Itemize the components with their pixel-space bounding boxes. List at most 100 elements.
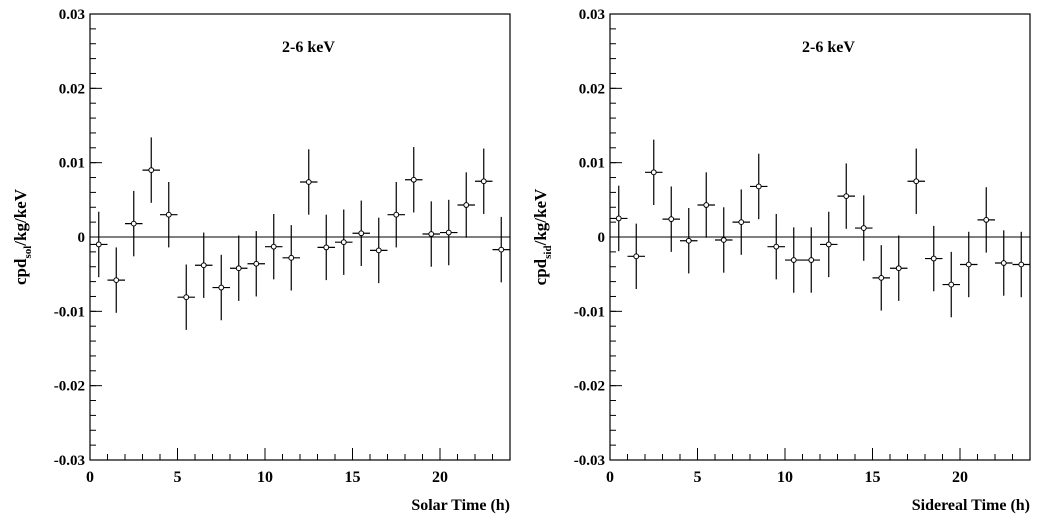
data-marker bbox=[668, 216, 675, 223]
x-tick-label: 15 bbox=[345, 469, 361, 486]
y-axis-label: cpdsol/kg/keV bbox=[11, 188, 34, 285]
x-tick-label: 0 bbox=[606, 469, 614, 486]
y-tick-label: 0.01 bbox=[59, 156, 85, 172]
data-marker bbox=[113, 277, 120, 284]
x-tick-label: 10 bbox=[257, 469, 273, 486]
data-point bbox=[300, 149, 318, 215]
y-tick-label: 0.02 bbox=[59, 81, 85, 97]
sidereal-time-panel: 2-6 keV Sidereal Time (h) cpdsid/kg/keV … bbox=[531, 7, 1031, 514]
data-point bbox=[942, 251, 960, 318]
data-point bbox=[767, 213, 785, 280]
data-point bbox=[662, 186, 680, 252]
x-tick-label: 15 bbox=[865, 469, 881, 486]
data-marker bbox=[703, 202, 710, 208]
data-marker bbox=[860, 225, 867, 231]
data-point bbox=[785, 227, 803, 293]
data-marker bbox=[305, 179, 312, 185]
data-point bbox=[820, 211, 838, 278]
data-marker bbox=[913, 178, 920, 185]
data-marker bbox=[410, 176, 417, 183]
x-tick-label: 5 bbox=[174, 469, 182, 486]
data-marker bbox=[463, 202, 470, 208]
data-marker bbox=[480, 178, 487, 185]
y-tick-label: -0.02 bbox=[54, 379, 85, 395]
data-point bbox=[282, 225, 300, 291]
y-tick-label: -0.02 bbox=[574, 379, 605, 395]
data-marker bbox=[165, 211, 172, 218]
data-point bbox=[610, 185, 628, 252]
data-point bbox=[492, 216, 510, 283]
data-point bbox=[750, 153, 768, 220]
data-marker bbox=[498, 246, 505, 253]
data-marker bbox=[218, 284, 225, 291]
energy-range-annotation: 2-6 keV bbox=[802, 39, 855, 56]
data-point bbox=[230, 235, 248, 301]
data-point bbox=[212, 254, 230, 321]
y-tick-label: 0 bbox=[78, 230, 86, 246]
data-point bbox=[855, 195, 873, 261]
data-marker bbox=[340, 239, 347, 246]
data-marker bbox=[1018, 261, 1025, 268]
y-tick-label: 0.01 bbox=[579, 156, 605, 172]
data-point bbox=[715, 207, 733, 273]
data-marker bbox=[358, 230, 365, 237]
x-tick-label: 20 bbox=[952, 469, 968, 486]
data-marker bbox=[200, 262, 207, 269]
y-tick-label: 0.03 bbox=[579, 7, 605, 23]
data-marker bbox=[895, 265, 902, 272]
y-tick-label: -0.03 bbox=[574, 453, 605, 469]
x-tick-label: 0 bbox=[86, 469, 94, 486]
data-marker bbox=[445, 229, 452, 236]
data-point bbox=[837, 163, 855, 229]
data-point bbox=[645, 139, 663, 206]
data-point bbox=[872, 245, 890, 311]
data-point bbox=[195, 232, 213, 298]
data-point bbox=[352, 200, 370, 266]
y-tick-label: -0.03 bbox=[54, 453, 85, 469]
data-point bbox=[977, 187, 995, 253]
data-marker bbox=[235, 265, 242, 272]
data-point bbox=[890, 235, 908, 301]
data-point bbox=[335, 209, 353, 275]
data-marker bbox=[633, 253, 640, 260]
y-tick-label: 0 bbox=[598, 230, 606, 246]
data-point bbox=[422, 201, 440, 267]
data-point bbox=[475, 148, 493, 214]
data-marker bbox=[428, 231, 435, 237]
data-marker bbox=[773, 243, 780, 250]
data-marker bbox=[375, 247, 382, 254]
data-marker bbox=[393, 211, 400, 218]
x-axis-label: Solar Time (h) bbox=[411, 497, 510, 514]
data-marker bbox=[843, 193, 850, 200]
data-marker bbox=[930, 255, 937, 262]
data-marker bbox=[183, 294, 190, 301]
data-marker bbox=[808, 257, 815, 263]
data-point bbox=[680, 208, 698, 274]
data-point bbox=[247, 231, 265, 297]
data-marker bbox=[948, 281, 955, 288]
data-point bbox=[1012, 231, 1030, 298]
data-marker bbox=[738, 219, 745, 226]
data-point bbox=[440, 199, 458, 266]
data-point bbox=[177, 264, 195, 330]
data-point bbox=[107, 247, 125, 313]
data-marker bbox=[825, 241, 832, 248]
data-marker bbox=[983, 217, 990, 223]
data-point bbox=[160, 181, 178, 248]
x-tick-label: 20 bbox=[432, 469, 448, 486]
data-marker bbox=[1000, 260, 1007, 266]
data-marker bbox=[720, 237, 727, 243]
data-marker bbox=[965, 261, 972, 268]
data-point bbox=[457, 172, 475, 238]
data-marker bbox=[755, 183, 762, 190]
y-tick-label: 0.03 bbox=[59, 7, 85, 23]
data-point bbox=[405, 147, 423, 213]
data-point bbox=[802, 227, 820, 293]
data-marker bbox=[130, 220, 137, 227]
data-point bbox=[142, 137, 160, 203]
solar-time-panel: 2-6 keV Solar Time (h) cpdsol/kg/keV -0.… bbox=[11, 7, 511, 514]
data-point bbox=[387, 181, 405, 248]
data-point bbox=[960, 231, 978, 298]
energy-range-annotation: 2-6 keV bbox=[282, 39, 335, 56]
y-tick-label: 0.02 bbox=[579, 81, 605, 97]
